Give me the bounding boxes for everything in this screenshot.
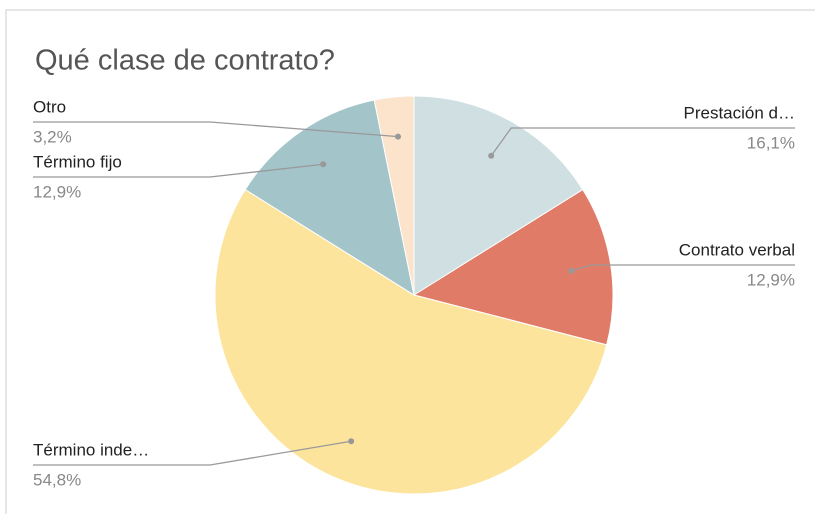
slice-label: Contrato verbal — [679, 240, 795, 259]
slice-label: Prestación d… — [684, 103, 796, 122]
leader-dot — [568, 267, 575, 274]
slice-label: Otro — [33, 97, 66, 116]
pie-slice — [214, 188, 608, 495]
chart-title: Qué clase de contrato? — [35, 45, 335, 77]
leader-line — [33, 163, 324, 178]
leader-dot — [348, 438, 355, 445]
slice-value: 12,9% — [33, 182, 81, 201]
leader-dot — [395, 133, 402, 140]
pie-slice — [244, 99, 415, 297]
pie-slice — [373, 95, 415, 296]
slice-label: Término inde… — [33, 440, 149, 459]
leader-dot — [488, 152, 495, 159]
slice-value: 16,1% — [747, 133, 795, 152]
leader-line — [490, 127, 795, 157]
slice-value: 12,9% — [747, 270, 795, 289]
slice-label: Término fijo — [33, 152, 122, 171]
pie-slice — [413, 95, 584, 296]
slice-value: 54,8% — [33, 470, 81, 489]
leader-line — [571, 264, 795, 272]
slice-value: 3,2% — [33, 127, 72, 146]
leader-line — [33, 440, 352, 466]
leader-dot — [320, 161, 327, 168]
leader-line — [33, 121, 399, 138]
